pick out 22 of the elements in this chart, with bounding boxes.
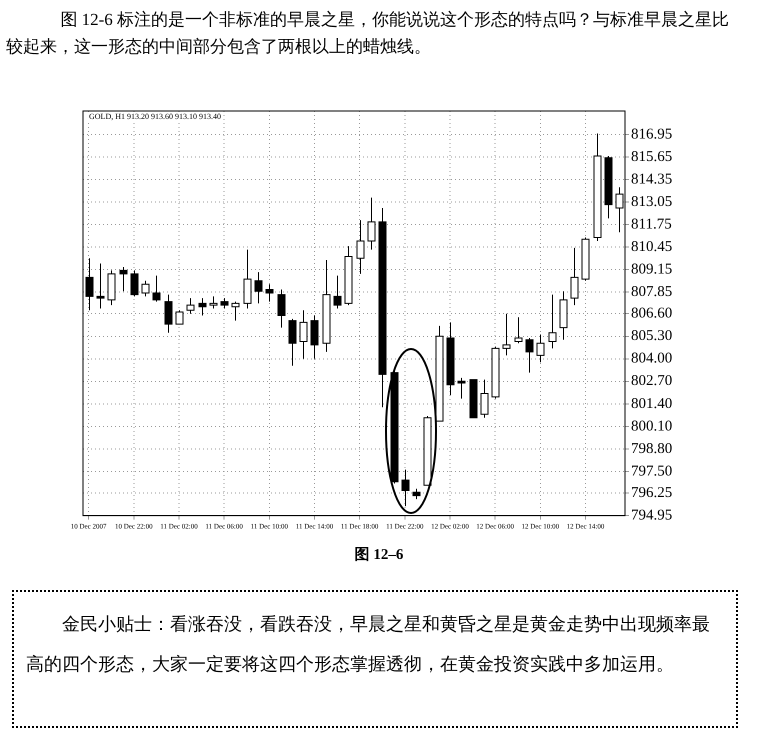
y-tick-label: 816.95	[631, 126, 672, 142]
y-tick-label: 807.85	[631, 284, 672, 300]
y-tick-label: 796.25	[631, 485, 672, 502]
caption: 图 12–6	[354, 546, 404, 564]
y-tick-label: 805.30	[631, 328, 672, 344]
y-tick-label: 809.15	[631, 261, 672, 278]
y-tick-label: 811.75	[631, 216, 672, 232]
caption: 图 12-6 标注的是一个非标准的早晨之星，你能说说这个形态的特点吗？与标准早晨之星比较起来，这一形态的中间部分包含了两根以上的蜡烛线。	[6, 9, 730, 58]
y-tick-label: 814.35	[631, 171, 672, 188]
y-tick-label: 806.60	[631, 306, 672, 322]
y-tick-label: 800.10	[631, 418, 672, 434]
y-tick-label: 798.80	[631, 440, 672, 457]
annotation: GOLD, H1 913.20 913.60 913.10 913.40	[88, 112, 222, 121]
y-tick-label: 794.95	[631, 508, 672, 524]
y-tick-label: 801.40	[631, 396, 672, 412]
y-tick-label: 813.05	[631, 194, 672, 210]
y-tick-label: 797.50	[631, 463, 672, 480]
text: 金民小贴士：看涨吞没，看跌吞没，早晨之星和黄昏之星是黄金走势中出现频率最高的四个形态，大家一定要将这四个形态掌握透彻，在黄金投资实践中多加运用。	[26, 613, 711, 676]
y-tick-label: 804.00	[631, 350, 672, 367]
y-tick-label: 810.45	[631, 238, 672, 255]
y-tick-label: 815.65	[631, 148, 672, 165]
y-tick-label: 802.70	[631, 373, 672, 390]
